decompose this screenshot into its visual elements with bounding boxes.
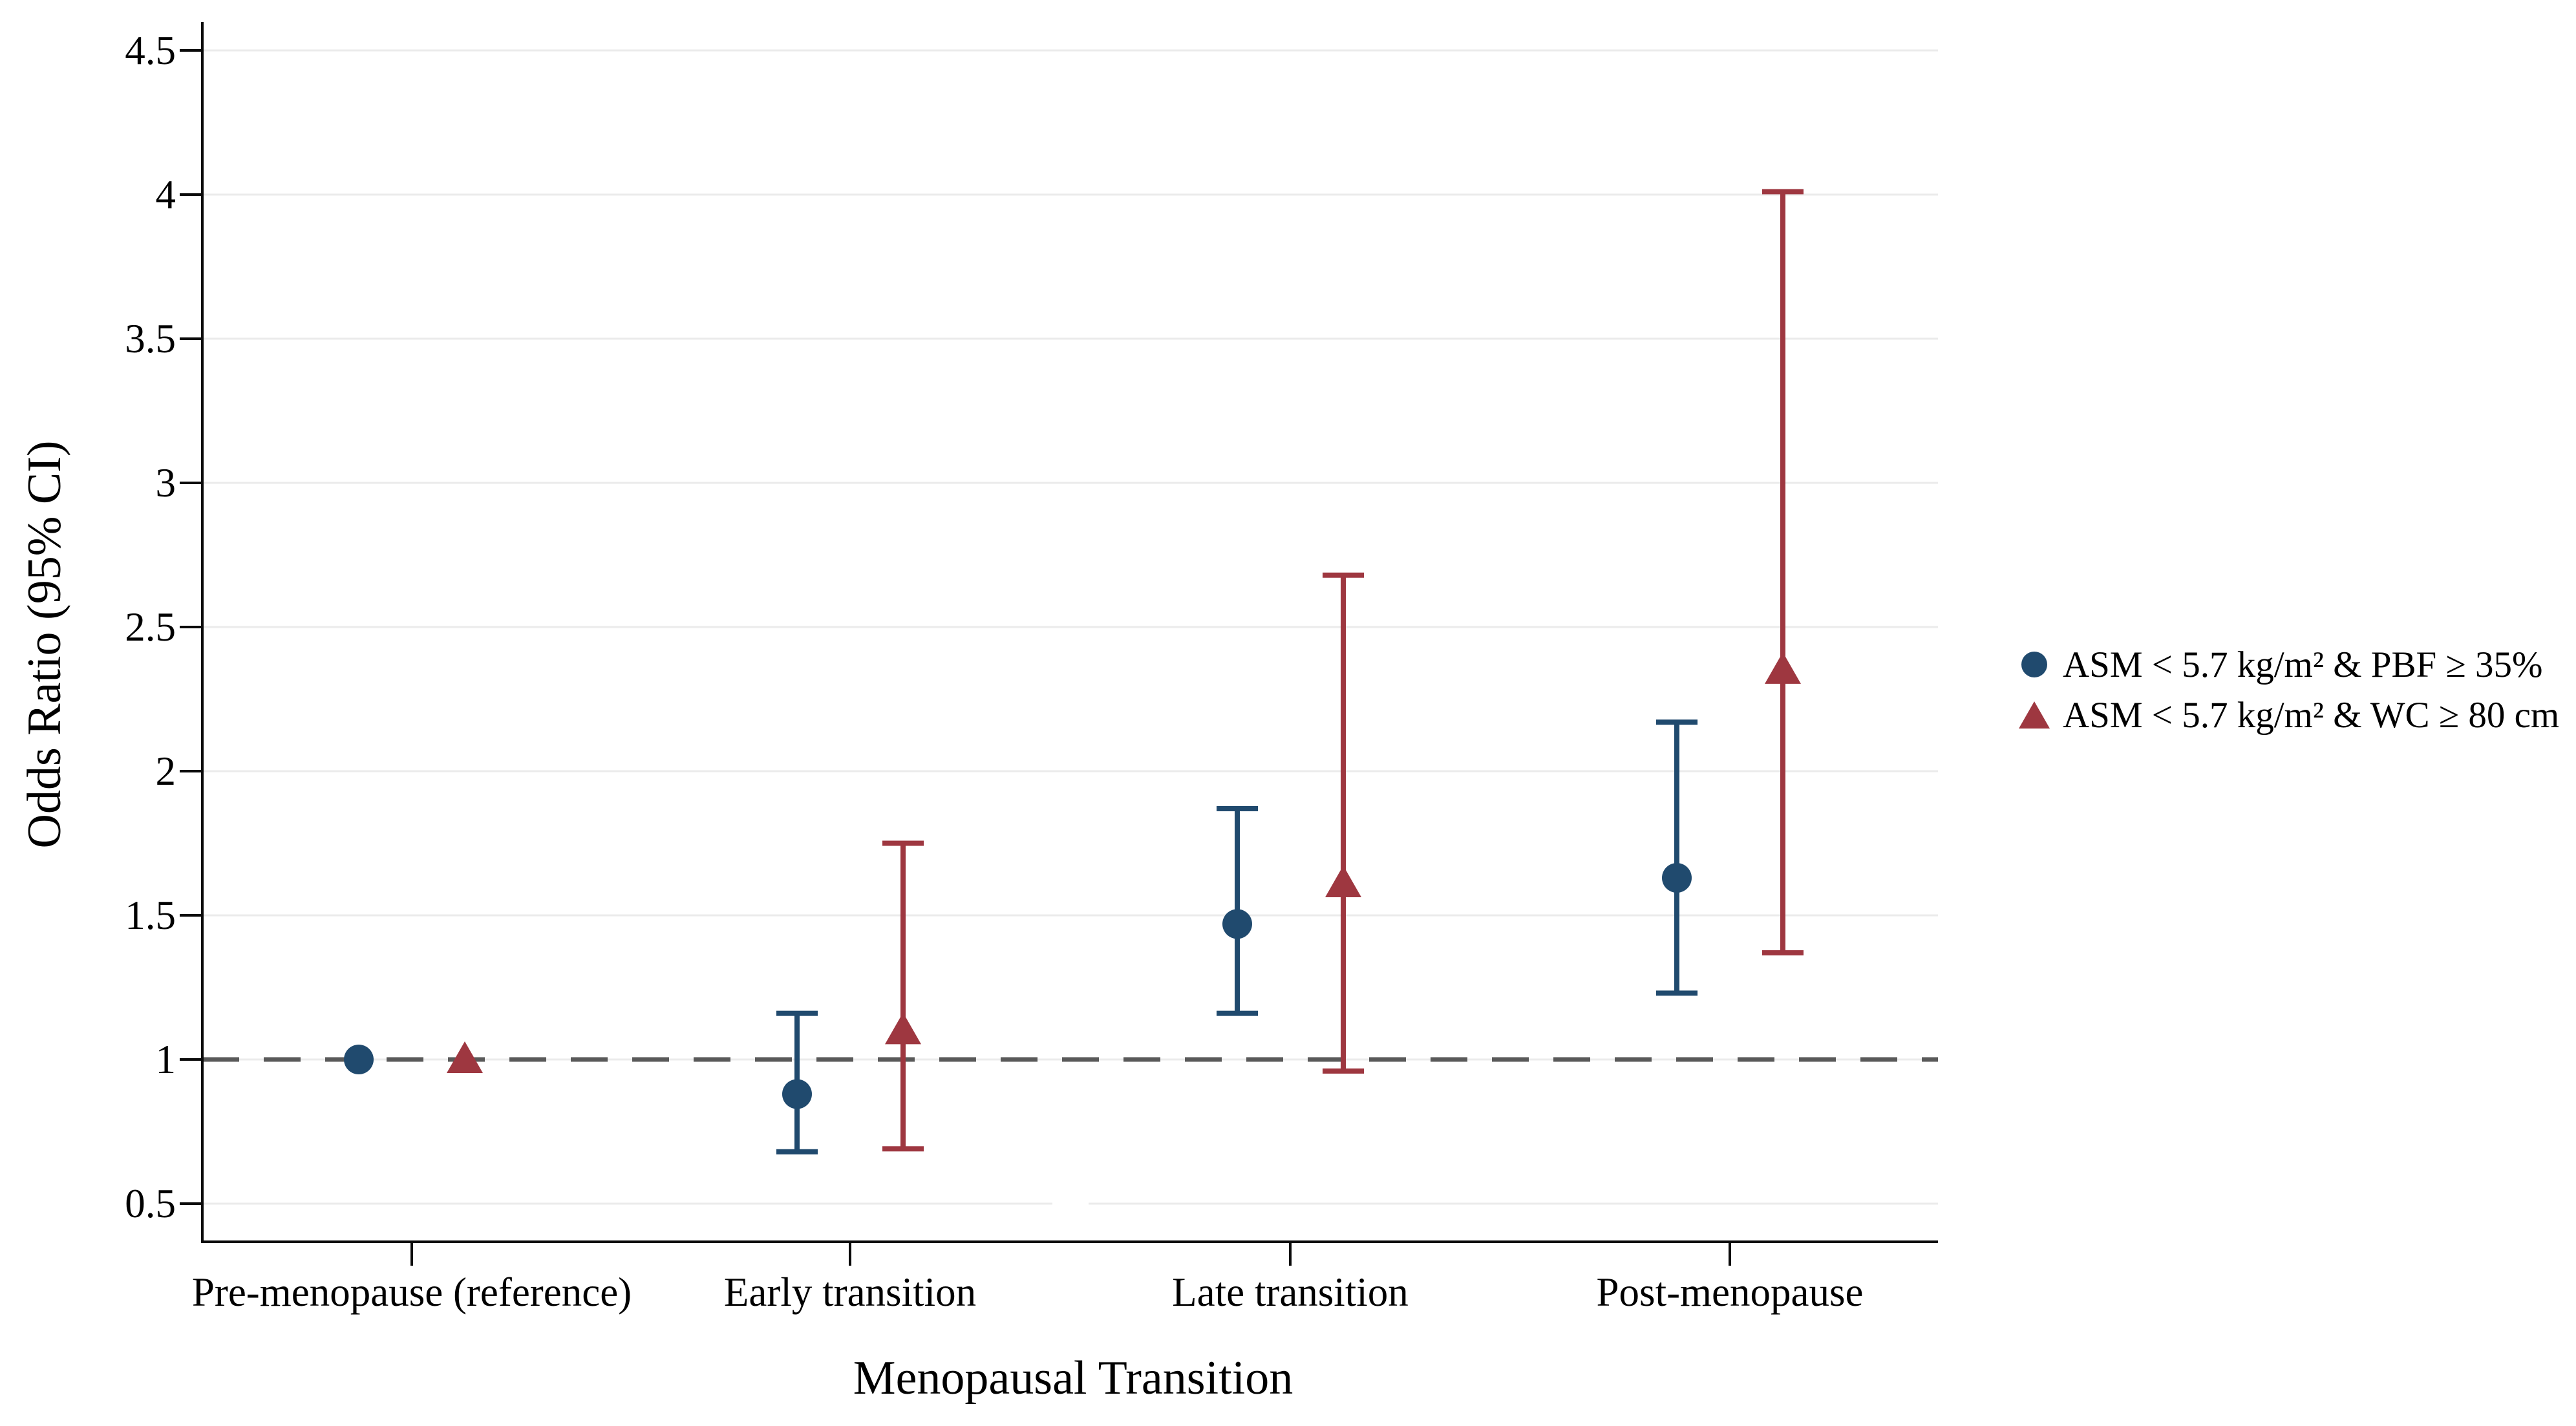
marker-circle (1662, 863, 1692, 893)
legend: ASM < 5.7 kg/m² & PBF ≥ 35% ASM < 5.7 kg… (2007, 644, 2559, 736)
y-tick-label: 0.5 (125, 1181, 176, 1226)
y-axis-title: Odds Ratio (95% CI) (18, 440, 71, 849)
y-tick-label: 4 (156, 172, 176, 217)
x-category-label: Pre-menopause (reference) (192, 1270, 632, 1315)
marker-circle (1222, 909, 1252, 939)
marker-triangle (1325, 865, 1361, 897)
y-tick-label: 3 (156, 460, 176, 505)
y-tick-label: 1 (156, 1037, 176, 1082)
legend-label: ASM < 5.7 kg/m² & WC ≥ 80 cm (2063, 694, 2560, 736)
legend-item-pbf: ASM < 5.7 kg/m² & PBF ≥ 35% (2007, 644, 2559, 685)
marker-circle (782, 1079, 812, 1109)
legend-circle-icon (2007, 652, 2063, 677)
x-category-label: Late transition (1172, 1270, 1409, 1315)
legend-triangle-icon (2007, 701, 2063, 729)
y-tick-label: 2 (156, 749, 176, 794)
x-category-label: Early transition (724, 1270, 976, 1315)
x-axis-title: Menopausal Transition (853, 1352, 1293, 1405)
marker-triangle (447, 1041, 483, 1073)
x-category-label: Post-menopause (1597, 1270, 1864, 1315)
marker-triangle (1765, 652, 1801, 684)
legend-item-wc: ASM < 5.7 kg/m² & WC ≥ 80 cm (2007, 694, 2559, 736)
marker-circle (344, 1045, 374, 1074)
y-tick-label: 2.5 (125, 604, 176, 650)
y-tick-label: 1.5 (125, 893, 176, 938)
y-tick-label: 3.5 (125, 316, 176, 361)
marker-triangle (885, 1012, 921, 1045)
y-tick-label: 4.5 (125, 28, 176, 73)
legend-label: ASM < 5.7 kg/m² & PBF ≥ 35% (2063, 644, 2543, 685)
